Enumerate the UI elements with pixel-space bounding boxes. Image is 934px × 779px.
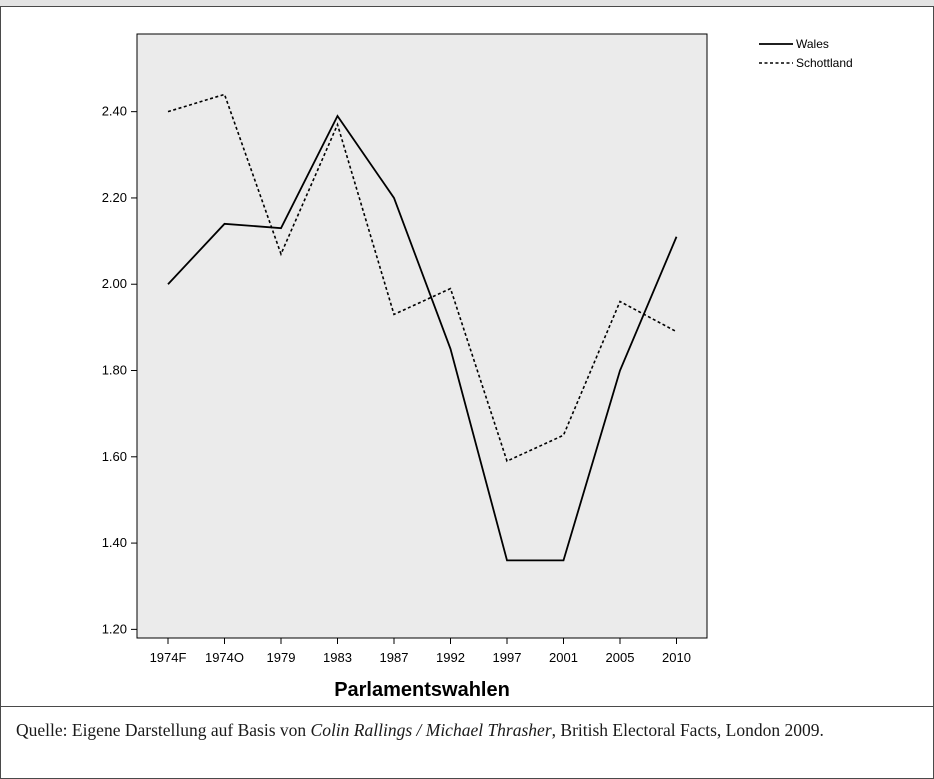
- series-group: [167, 93, 678, 562]
- top-bar: [0, 0, 934, 7]
- legend-label: Schottland: [796, 56, 853, 70]
- y-tick-label: 1.80: [102, 363, 127, 378]
- x-tick-label: 2005: [606, 650, 635, 665]
- x-tick-label: 1983: [323, 650, 352, 665]
- x-axis-label: Parlamentswahlen: [334, 679, 510, 701]
- series-line-wales: [167, 114, 678, 562]
- x-tick-label: 1974F: [150, 650, 187, 665]
- line-chart: 1.201.401.601.802.002.202.40 1974F 1974O 1…: [102, 33, 853, 701]
- x-tick-label: 2001: [549, 650, 578, 665]
- legend-label: Wales: [796, 37, 829, 51]
- y-tick-label: 1.20: [102, 621, 127, 636]
- x-tick-label: 1987: [380, 650, 409, 665]
- x-tick-label: 2010: [662, 650, 691, 665]
- x-tick-label: 1992: [436, 650, 465, 665]
- source-suffix: , British Electoral Facts, London 2009.: [551, 720, 824, 740]
- source-prefix: Quelle: Eigene Darstellung auf Basis von: [16, 720, 311, 740]
- x-tick-label: 1979: [267, 650, 296, 665]
- x-tick-label: 1974O: [205, 650, 244, 665]
- y-tick-label: 1.60: [102, 449, 127, 464]
- chart-container: 1.20 1.40 1.60 1.80 2.00 2.20 2.40 1974F 1974O 1…: [0, 7, 934, 706]
- x-axis: 1974F 1974O 1979 1983 1987 1992 1997 2001 2005 20…: [150, 638, 691, 665]
- source-authors: Colin Rallings / Michael Thrasher: [310, 720, 552, 740]
- y-tick-label: 1.40: [102, 535, 127, 550]
- legend: Wales Schottland: [759, 37, 853, 70]
- x-tick-label: 1997: [493, 650, 522, 665]
- divider: [0, 706, 934, 707]
- y-tick-label: 2.40: [102, 104, 127, 119]
- y-tick-label: 2.20: [102, 190, 127, 205]
- y-axis: 1.20 1.40 1.60 1.80 2.00 2.20 2.40: [102, 104, 137, 636]
- series-line-schottland: [167, 93, 677, 463]
- plot-background: [136, 33, 708, 639]
- source-note: Quelle: Eigene Darstellung auf Basis von…: [16, 718, 921, 742]
- y-tick-label: 2.00: [102, 276, 127, 291]
